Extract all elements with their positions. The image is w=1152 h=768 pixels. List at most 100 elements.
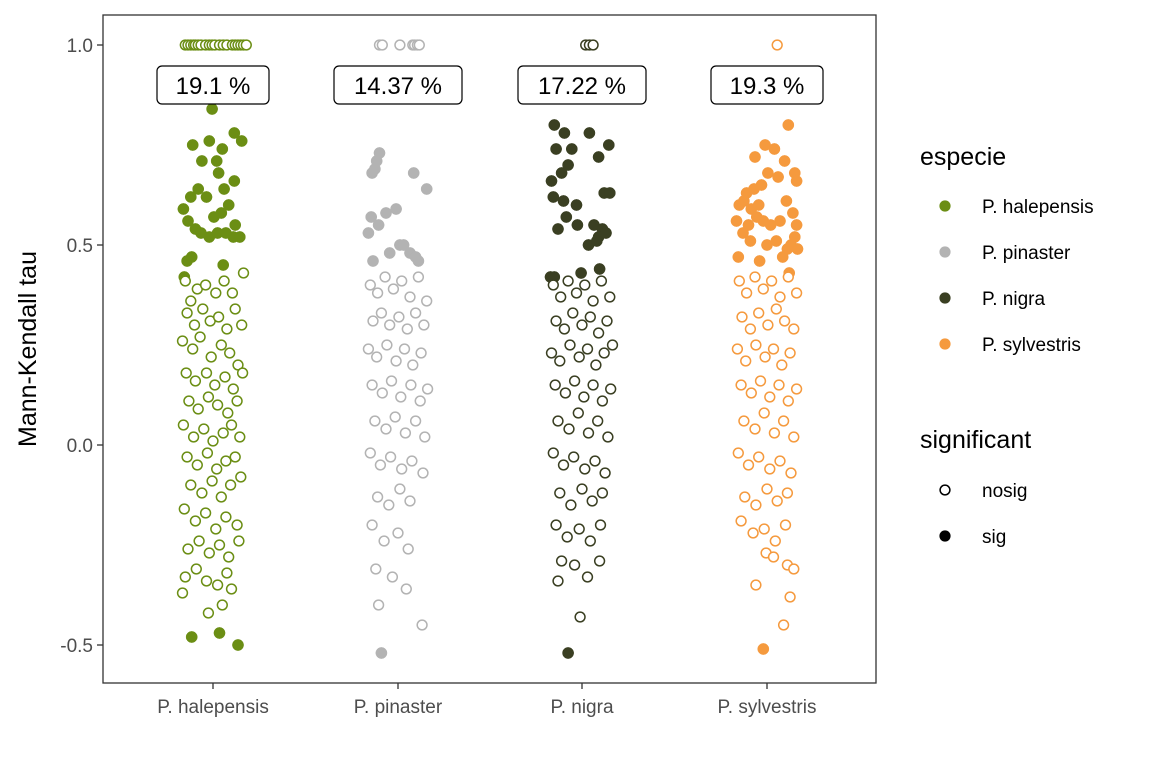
data-point-nosig <box>398 343 411 355</box>
data-point-sig <box>780 195 793 207</box>
data-point-sig <box>790 175 803 187</box>
data-point-nosig <box>559 387 572 399</box>
data-point-nosig <box>211 399 224 411</box>
data-point-nosig <box>590 359 602 371</box>
data-point-nosig <box>593 555 606 567</box>
data-point-nosig <box>231 519 243 531</box>
data-point-nosig <box>416 619 428 631</box>
data-point-nosig <box>364 279 376 291</box>
data-point-nosig <box>549 379 561 391</box>
data-point-nosig <box>784 591 796 603</box>
data-point-sig <box>196 155 208 167</box>
data-point-nosig <box>568 451 580 463</box>
data-point-sig <box>749 151 761 163</box>
data-point-nosig <box>750 339 762 351</box>
legend-color-key <box>939 200 951 212</box>
data-point-sig <box>602 139 615 151</box>
data-point-nosig <box>417 467 429 479</box>
data-point-nosig <box>739 491 751 503</box>
data-point-nosig <box>554 355 566 367</box>
data-point-nosig <box>788 431 800 443</box>
data-point-nosig <box>394 483 406 495</box>
data-point-nosig <box>594 519 607 531</box>
data-point-nosig <box>782 395 794 407</box>
data-point-sig <box>753 255 766 267</box>
data-point-nosig <box>418 319 430 331</box>
y-tick-label: 0.5 <box>67 236 93 257</box>
data-point-nosig <box>771 39 783 51</box>
data-point-nosig <box>380 423 392 435</box>
data-point-nosig <box>602 431 614 443</box>
data-point-nosig <box>193 535 205 547</box>
data-point-nosig <box>749 423 761 435</box>
series-phalepensis <box>176 39 252 651</box>
legend-shape-key-filled <box>939 530 951 542</box>
data-point-nosig <box>596 395 609 407</box>
data-point-nosig <box>222 407 234 419</box>
legend-color-label: P. sylvestris <box>982 335 1081 356</box>
data-point-nosig <box>557 459 570 471</box>
data-point-nosig <box>605 383 617 395</box>
data-point-nosig <box>555 555 568 567</box>
data-point-nosig <box>362 343 375 355</box>
data-point-sig <box>397 239 410 251</box>
series-ppinaster <box>362 39 434 659</box>
data-point-sig <box>362 227 375 239</box>
data-point-nosig <box>201 447 214 459</box>
data-point-nosig <box>576 319 588 331</box>
data-point-nosig <box>604 291 616 303</box>
data-point-nosig <box>767 343 780 355</box>
data-point-nosig <box>573 523 585 535</box>
data-point-sig <box>373 147 386 159</box>
data-point-nosig <box>547 447 559 459</box>
data-point-nosig <box>750 579 762 591</box>
data-point-sig <box>787 207 799 219</box>
data-point-nosig <box>773 379 785 391</box>
data-point-nosig <box>744 323 757 335</box>
data-point-nosig <box>550 519 562 531</box>
data-point-nosig <box>555 291 567 303</box>
data-point-sig <box>560 211 573 223</box>
data-point-nosig <box>561 531 573 543</box>
data-point-nosig <box>421 295 433 307</box>
data-point-nosig <box>236 319 248 331</box>
data-point-nosig <box>562 275 574 287</box>
data-point-nosig <box>740 287 753 299</box>
legend-color-label: P. halepensis <box>982 197 1094 218</box>
data-point-nosig <box>200 575 213 587</box>
data-point-nosig <box>179 275 191 287</box>
data-point-nosig <box>587 295 599 307</box>
data-point-nosig <box>383 499 395 511</box>
data-point-sig <box>755 179 768 191</box>
data-point-nosig <box>545 347 558 359</box>
data-point-nosig <box>218 275 230 287</box>
data-point-nosig <box>206 475 218 487</box>
data-point-nosig <box>376 39 388 51</box>
data-point-sig <box>552 223 564 235</box>
data-point-nosig <box>595 275 608 287</box>
data-point-sig <box>757 643 770 655</box>
data-point-nosig <box>387 283 400 295</box>
data-point-nosig <box>777 415 790 427</box>
data-point-nosig <box>753 451 765 463</box>
data-point-sig <box>200 191 213 203</box>
data-point-nosig <box>550 315 562 327</box>
data-point-nosig <box>226 287 239 299</box>
data-point-nosig <box>364 447 376 459</box>
data-point-sig <box>575 267 587 279</box>
data-point-nosig <box>384 319 396 331</box>
data-point-nosig <box>764 463 776 475</box>
data-point-nosig <box>221 567 233 579</box>
data-point-sig <box>182 215 194 227</box>
data-point-nosig <box>372 599 385 611</box>
data-point-nosig <box>183 395 195 407</box>
data-point-nosig <box>767 551 780 563</box>
data-point-nosig <box>202 607 215 619</box>
data-point-sig <box>737 227 749 239</box>
data-point-sig <box>776 251 789 263</box>
data-point-nosig <box>407 359 419 371</box>
data-point-nosig <box>400 583 412 595</box>
legend-shape-key-open <box>939 484 951 496</box>
data-point-nosig <box>366 519 378 531</box>
